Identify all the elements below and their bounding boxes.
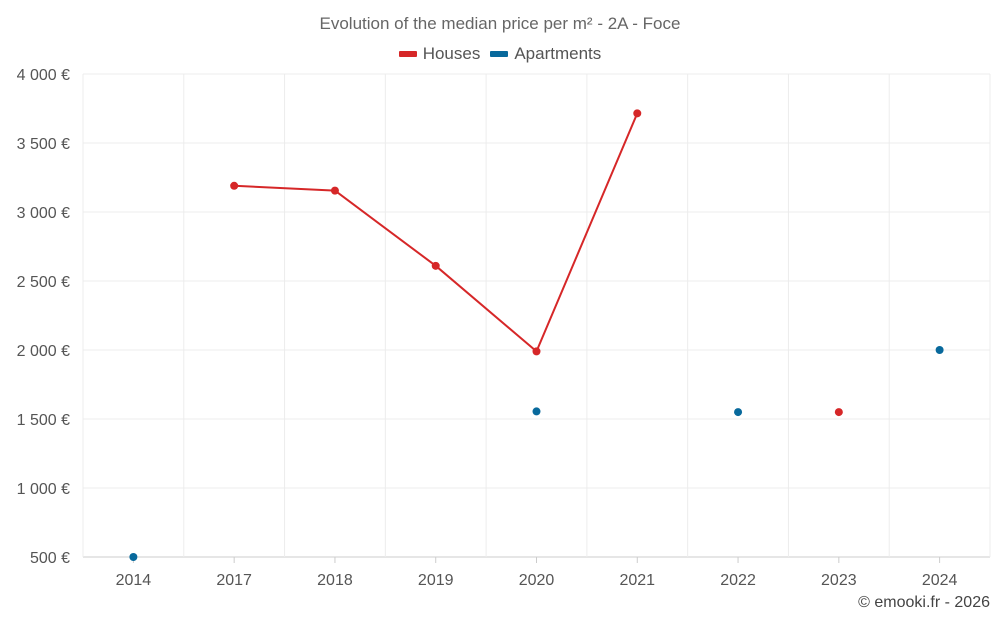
y-tick-label: 3 500 €	[17, 136, 70, 153]
y-tick-label: 500 €	[30, 550, 70, 567]
data-point-houses	[532, 347, 541, 356]
series-line-houses	[535, 112, 639, 353]
data-point-houses	[330, 186, 339, 195]
legend: Houses Apartments	[0, 44, 1000, 64]
y-tick-label: 2 000 €	[17, 343, 70, 360]
data-point-apartments	[129, 553, 138, 561]
x-tick-label: 2020	[519, 572, 555, 589]
y-tick-label: 2 500 €	[17, 274, 70, 291]
x-tick-label: 2023	[821, 572, 857, 589]
data-point-apartments	[935, 346, 944, 354]
x-tick-label: 2017	[216, 572, 252, 589]
series-line-houses	[233, 184, 336, 192]
y-tick-label: 1 000 €	[17, 481, 70, 498]
data-point-apartments	[532, 407, 541, 416]
data-point-houses	[230, 181, 239, 190]
chart-title: Evolution of the median price per m² - 2…	[319, 14, 681, 33]
legend-item-apartments[interactable]: Apartments	[490, 44, 601, 64]
x-tick-label: 2024	[922, 572, 958, 589]
series-line-houses	[434, 264, 538, 353]
series-line-houses	[333, 189, 437, 267]
data-point-houses	[633, 109, 642, 118]
x-tick-label: 2021	[619, 572, 655, 589]
legend-item-houses[interactable]: Houses	[398, 44, 481, 64]
x-tick-label: 2014	[116, 572, 152, 589]
legend-label-apartments: Apartments	[514, 44, 602, 63]
credit-text: © emooki.fr - 2026	[858, 594, 990, 611]
y-tick-label: 1 500 €	[17, 412, 70, 429]
x-tick-label: 2018	[317, 572, 353, 589]
data-point-houses	[431, 261, 440, 270]
legend-swatch-apartments	[490, 51, 509, 57]
x-tick-label: 2022	[720, 572, 756, 589]
legend-swatch-houses	[398, 51, 417, 57]
y-tick-label: 3 000 €	[17, 205, 70, 222]
x-tick-label: 2019	[418, 572, 454, 589]
data-point-houses	[834, 408, 843, 417]
legend-label-houses: Houses	[422, 44, 481, 63]
y-tick-label: 4 000 €	[17, 67, 70, 84]
data-point-apartments	[734, 408, 743, 417]
